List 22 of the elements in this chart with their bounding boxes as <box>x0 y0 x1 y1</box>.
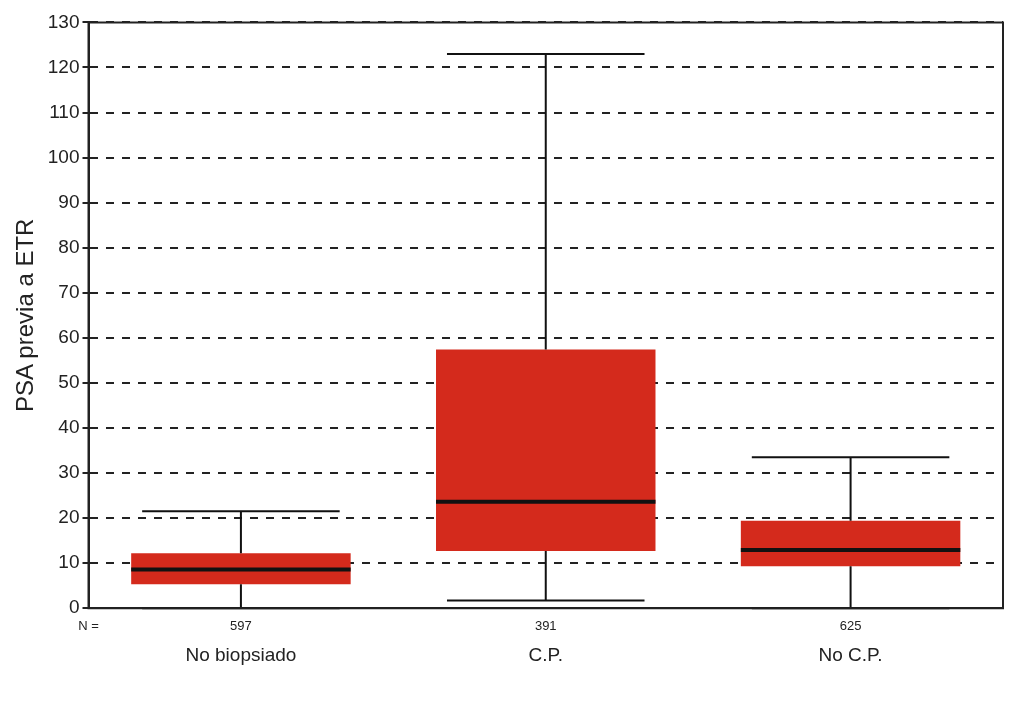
y-tick-label: 60 <box>58 326 80 348</box>
y-axis-title: PSA previa a ETR <box>11 218 39 413</box>
text: 597 <box>230 618 252 634</box>
y-tick-label: 100 <box>47 145 80 167</box>
text: 391 <box>534 618 557 634</box>
x-tick-label: C.P. <box>528 643 564 665</box>
text: 625 <box>839 618 862 634</box>
y-tick-label: 80 <box>58 235 80 257</box>
y-tick-label: 40 <box>58 416 80 438</box>
y-tick-label: 10 <box>58 551 80 573</box>
y-tick-label: 30 <box>58 461 80 483</box>
x-tick-label: No C.P. <box>818 643 883 665</box>
y-tick-label: 120 <box>47 55 80 77</box>
x-tick-label: No biopsiado <box>185 643 297 665</box>
y-tick-label: 0 <box>68 596 80 618</box>
text: N = <box>78 618 99 634</box>
y-tick-label: 70 <box>58 281 80 302</box>
y-tick-label: 50 <box>58 371 80 393</box>
y-tick-label: 20 <box>58 506 80 528</box>
y-tick-label: 110 <box>49 100 80 122</box>
y-tick-label: 90 <box>58 190 80 212</box>
y-tick-label: 130 <box>47 10 80 32</box>
